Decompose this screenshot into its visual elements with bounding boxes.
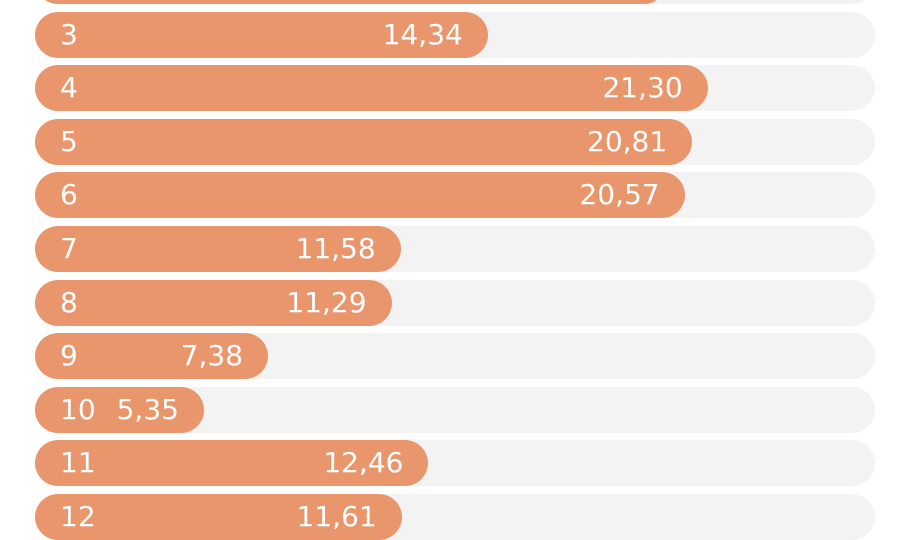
category-label: 7 bbox=[60, 232, 78, 265]
category-label: 4 bbox=[60, 71, 78, 105]
category-label: 5 bbox=[60, 124, 78, 158]
value-label: 14,34 bbox=[382, 17, 463, 51]
category-label: 10 bbox=[60, 392, 96, 426]
bar-10 bbox=[35, 386, 204, 433]
value-label: 12,46 bbox=[323, 446, 404, 480]
bar-row-3: 3 14,34 bbox=[35, 11, 875, 58]
bar-row-7: 7 11,58 bbox=[35, 226, 875, 272]
bar-4 bbox=[35, 65, 708, 112]
value-label: 5,35 bbox=[116, 392, 179, 426]
bar-6 bbox=[35, 172, 685, 219]
category-label: 12 bbox=[60, 500, 96, 533]
category-label: 6 bbox=[60, 178, 78, 212]
bar-row-6: 6 20,57 bbox=[35, 172, 875, 219]
bar-row-4: 4 21,30 bbox=[35, 65, 875, 112]
category-label: 3 bbox=[60, 17, 78, 51]
bar-11 bbox=[35, 440, 429, 487]
value-label: 11,29 bbox=[286, 285, 367, 319]
category-label: 2 bbox=[60, 0, 78, 4]
value-label: 11,61 bbox=[296, 500, 377, 533]
value-label: 11,58 bbox=[295, 232, 376, 265]
bar-3 bbox=[35, 11, 488, 58]
value-label: 20,57 bbox=[579, 178, 660, 212]
bar-row-8: 8 11,29 bbox=[35, 279, 875, 326]
bar-row-12: 12 11,61 bbox=[35, 494, 875, 540]
bar-row-2: 2 bbox=[35, 0, 875, 4]
bar-5 bbox=[35, 118, 693, 165]
bar-7 bbox=[35, 226, 401, 272]
bar-chart: 2314,34421,30520,81620,57711,58811,2997,… bbox=[35, 0, 875, 540]
bar-row-5: 5 20,81 bbox=[35, 118, 875, 165]
bar-8 bbox=[35, 279, 392, 326]
bar-2 bbox=[35, 0, 667, 4]
value-label: 21,30 bbox=[602, 71, 683, 105]
value-label: 7,38 bbox=[180, 339, 244, 373]
bar-row-9: 9 7,38 bbox=[35, 333, 875, 380]
bar-row-11: 11 12,46 bbox=[35, 440, 875, 487]
bar-row-10: 10 5,35 bbox=[35, 386, 875, 433]
value-label: 20,81 bbox=[587, 124, 668, 158]
category-label: 9 bbox=[60, 339, 78, 373]
category-label: 8 bbox=[60, 285, 78, 319]
bar-9 bbox=[35, 333, 269, 380]
category-label: 11 bbox=[60, 446, 96, 480]
